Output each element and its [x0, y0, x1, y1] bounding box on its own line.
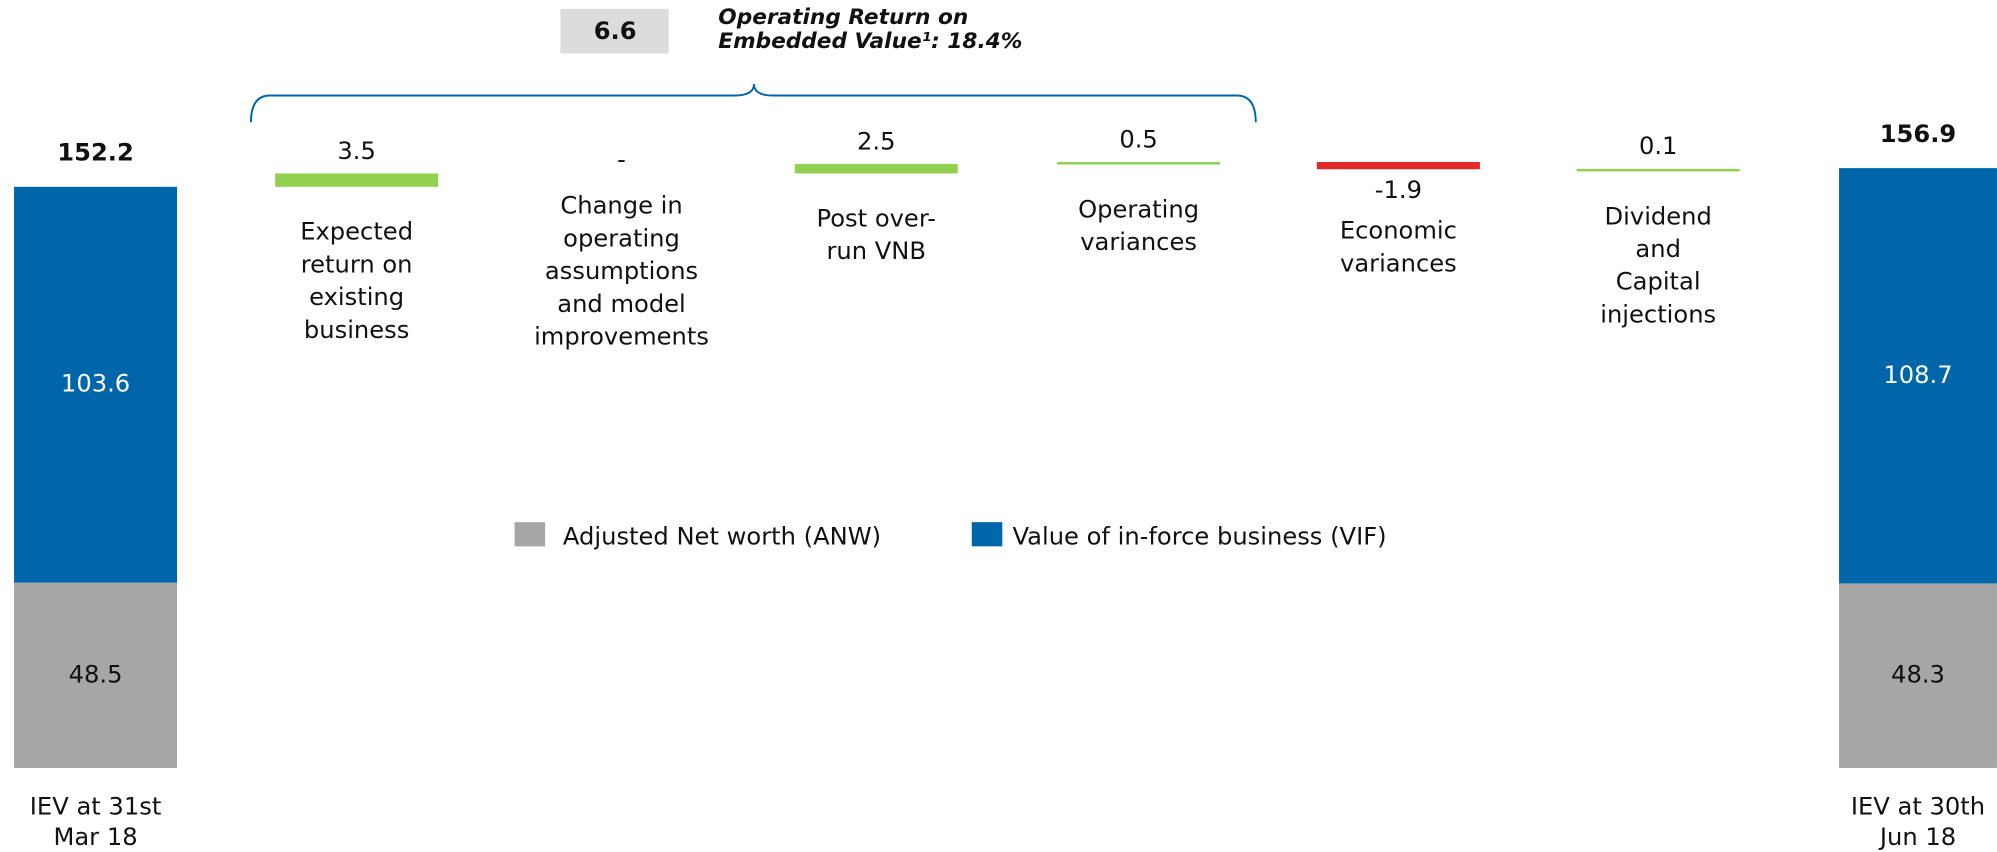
- bracket-annotation: Operating Return on: [718, 5, 968, 30]
- bracket-value: 6.6: [594, 17, 637, 45]
- category-label: Economic: [1340, 217, 1457, 245]
- step-bar: [1057, 161, 1221, 165]
- category-label: IEV at 31st: [30, 792, 162, 820]
- value-label: -: [617, 146, 626, 174]
- bracket: [249, 83, 1257, 123]
- step-bar: [1316, 161, 1480, 170]
- segment-label: 48.5: [69, 660, 123, 688]
- category-label: injections: [1600, 300, 1716, 328]
- value-label: -1.9: [1375, 176, 1422, 204]
- stack-segment: [14, 582, 178, 768]
- category-label: variances: [1340, 249, 1457, 277]
- total-label: 152.2: [57, 139, 134, 167]
- stack-segment: [1839, 168, 1997, 584]
- category-label: business: [304, 316, 409, 344]
- segment-label: 108.7: [1883, 361, 1952, 389]
- category-label: Post over-: [817, 204, 936, 232]
- category-label: and: [1635, 235, 1681, 263]
- segment-label: 103.6: [61, 370, 130, 398]
- category-label: operating: [563, 224, 680, 252]
- legend-swatch: [514, 522, 546, 547]
- category-label: return on: [301, 250, 413, 278]
- category-label: Dividend: [1605, 202, 1712, 230]
- category-label: Operating: [1078, 195, 1199, 223]
- value-label: 0.1: [1639, 132, 1677, 160]
- legend-label: Value of in-force business (VIF): [1013, 522, 1387, 550]
- category-label: Expected: [300, 218, 413, 246]
- bracket-box: [560, 8, 669, 54]
- legend-swatch: [971, 522, 1003, 547]
- step-bar: [794, 163, 958, 174]
- stack-segment: [14, 186, 178, 583]
- bracket-annotation: Embedded Value¹: 18.4%: [718, 29, 1022, 54]
- step-bar: [275, 173, 439, 187]
- total-label: 156.9: [1880, 120, 1957, 148]
- legend-label: Adjusted Net worth (ANW): [563, 522, 881, 550]
- category-label: IEV at 30th: [1851, 792, 1985, 820]
- value-label: 2.5: [857, 127, 895, 155]
- category-label: Mar 18: [54, 823, 138, 851]
- category-label: improvements: [534, 322, 709, 350]
- segment-label: 48.3: [1891, 661, 1945, 689]
- value-label: 0.5: [1119, 125, 1157, 153]
- category-label: Capital: [1616, 268, 1701, 296]
- category-label: existing: [309, 283, 404, 311]
- category-label: run VNB: [826, 237, 926, 265]
- stack-segment: [1839, 583, 1997, 768]
- value-label: 3.5: [337, 137, 375, 165]
- step-bar: [1576, 168, 1740, 172]
- category-label: and model: [557, 290, 686, 318]
- category-label: variances: [1080, 228, 1197, 256]
- category-label: Jun 18: [1878, 823, 1956, 851]
- category-label: assumptions: [545, 257, 698, 285]
- category-label: Change in: [560, 192, 682, 220]
